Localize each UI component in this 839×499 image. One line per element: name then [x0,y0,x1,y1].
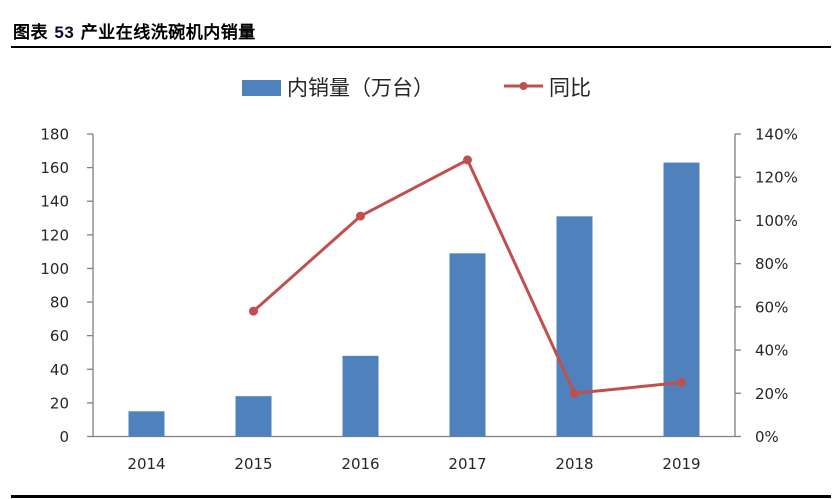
right-axis-tick-label: 0% [755,428,779,446]
figure-caption: 产业在线洗碗机内销量 [80,23,256,43]
chart-legend: 内销量（万台） 同比 [242,76,591,100]
bottom-divider [11,495,831,498]
left-axis-tick-label: 140 [40,193,69,211]
x-axis-tick-label: 2017 [448,455,486,473]
right-axis: 0% 20% 40% 60% 80% 100% 120% 140% [734,126,798,446]
right-axis-tick-label: 60% [755,298,788,316]
bar-series [128,162,700,437]
x-axis-tick-label: 2015 [234,455,272,473]
left-axis-tick-label: 120 [40,226,69,244]
title-divider [11,46,831,48]
bar-2017 [449,253,486,437]
left-axis-tick-label: 0 [59,428,69,446]
legend-line-marker [519,82,528,90]
line-series [249,155,686,398]
left-axis-tick-label: 180 [40,126,69,144]
right-axis-tick-label: 40% [755,342,788,360]
x-axis: 2014 2015 2016 2017 2018 2019 [93,435,735,473]
x-axis-tick-label: 2018 [555,455,593,473]
left-axis-tick-label: 100 [40,260,69,278]
x-axis-tick-label: 2014 [127,455,165,473]
x-axis-tick-label: 2016 [341,455,379,473]
yoy-point [463,155,472,165]
figure-label: 图表 [13,23,48,43]
legend-bar-swatch [242,80,281,96]
left-axis-tick-label: 60 [50,327,69,345]
bar-2014 [128,411,165,437]
right-axis-tick-label: 20% [755,385,788,403]
left-axis: 0 20 40 60 80 100 120 140 160 180 [40,126,94,446]
bar-2015 [235,396,272,437]
left-axis-tick-label: 40 [50,361,69,379]
bar-2018 [556,216,593,437]
yoy-point [570,388,579,398]
right-axis-tick-label: 100% [755,212,798,230]
right-axis-tick-label: 80% [755,255,788,273]
bar-2016 [342,355,379,437]
x-axis-tick-label: 2019 [662,455,700,473]
right-axis-tick-label: 140% [755,126,798,144]
left-axis-tick-label: 160 [40,159,69,177]
bar-2019 [663,162,700,437]
left-axis-tick-label: 80 [50,294,69,312]
figure-number: 53 [54,23,75,42]
yoy-point [677,377,686,387]
legend-line-label: 同比 [549,76,591,100]
legend-bar-label: 内销量（万台） [287,76,434,100]
figure-title: 图表 53 产业在线洗碗机内销量 [13,18,256,43]
right-axis-tick-label: 120% [755,169,798,187]
yoy-point [356,211,365,221]
yoy-point [249,306,258,316]
left-axis-tick-label: 20 [50,394,69,412]
